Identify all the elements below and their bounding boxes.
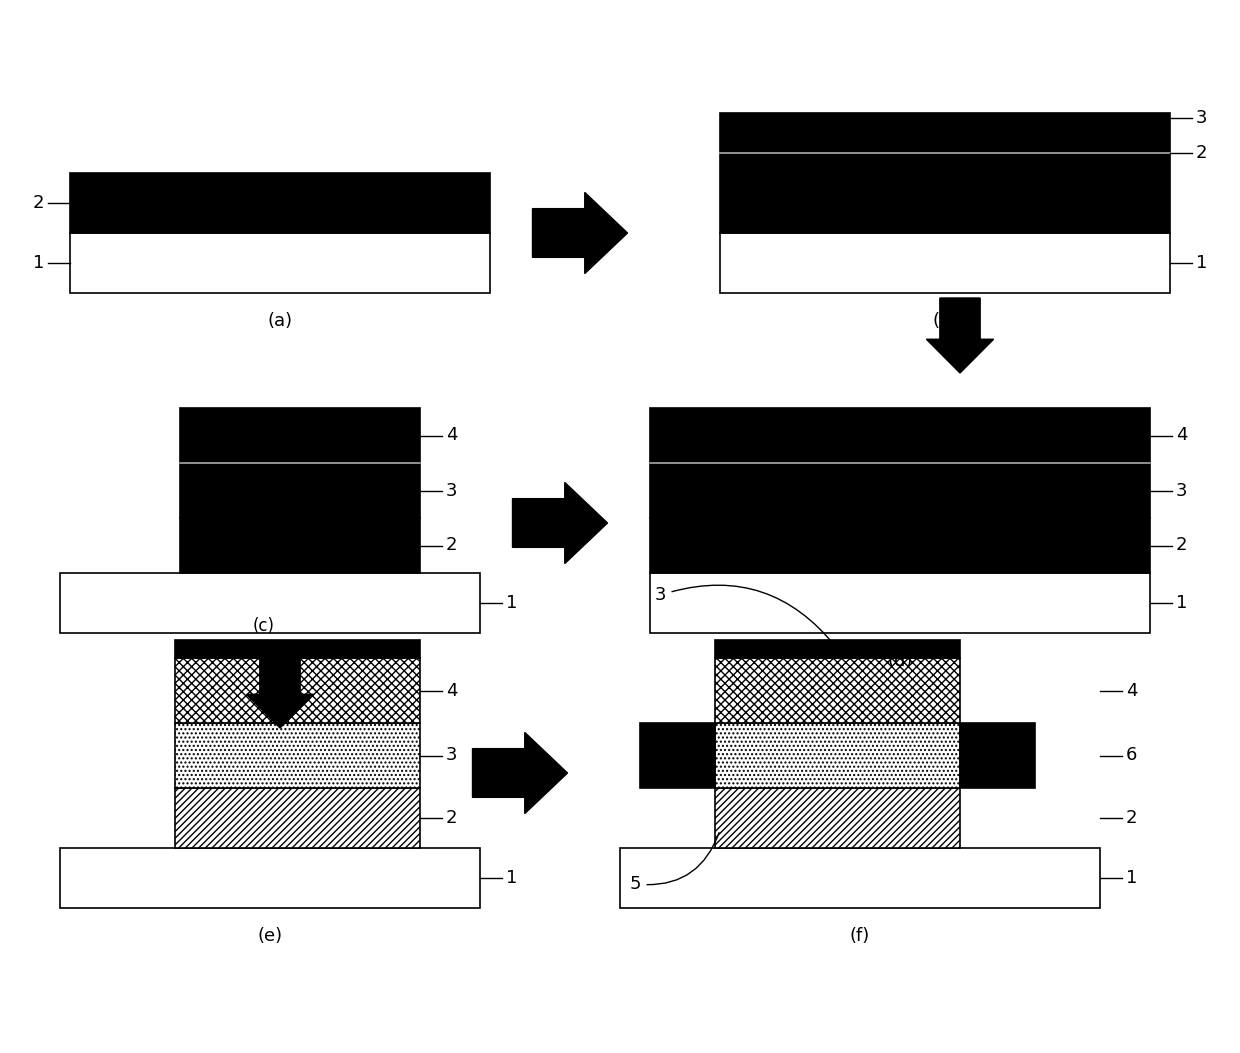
Polygon shape (512, 482, 608, 563)
Text: 4: 4 (1176, 426, 1188, 444)
Bar (69, 173, 490, 233)
Bar (650, 518, 1149, 573)
Text: 2: 2 (446, 536, 458, 555)
Bar (175, 640, 420, 658)
Bar (720, 113, 1171, 233)
Text: 6: 6 (1126, 747, 1137, 764)
Bar (60, 573, 480, 633)
Polygon shape (247, 653, 314, 728)
Text: 4: 4 (1126, 681, 1137, 699)
Text: (d): (d) (888, 652, 913, 670)
Text: 1: 1 (506, 869, 517, 887)
Text: 2: 2 (1126, 809, 1137, 827)
Bar (650, 463, 1149, 518)
Polygon shape (532, 193, 627, 274)
Bar (640, 723, 715, 788)
Polygon shape (926, 298, 993, 373)
Bar (60, 848, 480, 908)
Text: 1: 1 (506, 594, 517, 612)
Bar (180, 518, 420, 573)
Bar (620, 848, 1100, 908)
Bar (715, 658, 960, 723)
Text: 3: 3 (655, 585, 836, 647)
Polygon shape (472, 733, 568, 814)
Text: 2: 2 (1197, 144, 1208, 162)
Text: (c): (c) (253, 617, 275, 635)
Text: (c): (c) (258, 652, 281, 670)
Bar (175, 723, 420, 788)
Text: 1: 1 (1126, 869, 1137, 887)
Bar (69, 233, 490, 293)
Bar (650, 408, 1149, 463)
Text: 3: 3 (446, 747, 458, 764)
Text: 3: 3 (446, 481, 458, 499)
Text: 4: 4 (446, 426, 458, 444)
Bar (180, 408, 420, 463)
Bar (715, 723, 960, 788)
Bar (180, 463, 420, 518)
Text: 2: 2 (1176, 536, 1188, 555)
Bar (715, 640, 960, 658)
Bar (960, 723, 1035, 788)
Text: 3: 3 (1176, 481, 1188, 499)
Text: (e): (e) (258, 927, 283, 945)
Text: 4: 4 (446, 681, 458, 699)
Text: 1: 1 (1176, 594, 1188, 612)
Text: 5: 5 (630, 833, 719, 893)
Bar (175, 658, 420, 723)
Bar (720, 233, 1171, 293)
Bar (715, 788, 960, 848)
Text: 1: 1 (32, 254, 43, 272)
Text: (f): (f) (849, 927, 870, 945)
Text: 3: 3 (1197, 110, 1208, 127)
Text: (b): (b) (932, 312, 957, 330)
Text: 2: 2 (446, 809, 458, 827)
Text: 1: 1 (1197, 254, 1208, 272)
Bar (650, 573, 1149, 633)
Bar (175, 788, 420, 848)
Text: (a): (a) (268, 312, 293, 330)
Text: 2: 2 (32, 194, 43, 212)
